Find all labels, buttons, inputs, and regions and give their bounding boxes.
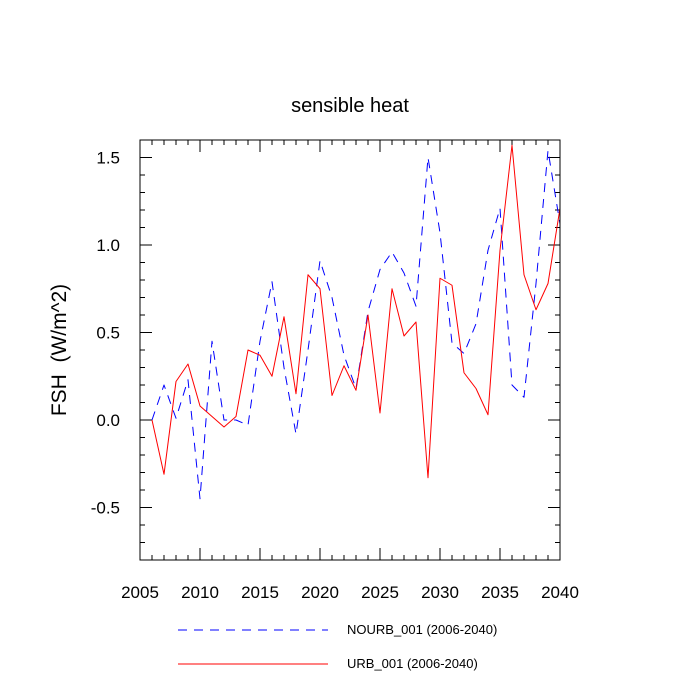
- y-tick-labels: -0.5 0.0 0.5 1.0 1.5: [91, 149, 120, 518]
- legend: NOURB_001 (2006-2040) URB_001 (2006-2040…: [178, 622, 497, 671]
- y-tick-label: 0.5: [96, 324, 120, 343]
- legend-label-nourb: NOURB_001 (2006-2040): [347, 622, 497, 637]
- y-tick-label: 0.0: [96, 411, 120, 430]
- x-tick-label: 2025: [361, 583, 399, 602]
- series-line-nourb: [151, 150, 561, 500]
- x-tick-labels: 2005 2010 2015 2020 2025 2030 2035 2040: [121, 583, 579, 602]
- series-line-urb: [151, 144, 561, 479]
- y-tick-label: 1.5: [96, 149, 120, 168]
- x-tick-label: 2035: [481, 583, 519, 602]
- y-axis-label: FSH (W/m^2): [48, 284, 71, 416]
- x-tick-label: 2005: [121, 583, 159, 602]
- legend-label-urb: URB_001 (2006-2040): [347, 656, 478, 671]
- chart-title: sensible heat: [291, 95, 409, 117]
- series-layer: [151, 144, 561, 500]
- plot-frame: [139, 139, 561, 561]
- x-tick-label: 2030: [421, 583, 459, 602]
- x-tick-label: 2015: [241, 583, 279, 602]
- x-tick-label: 2040: [541, 583, 579, 602]
- axis-ticks: [139, 139, 561, 561]
- y-tick-label: 1.0: [96, 236, 120, 255]
- x-tick-label: 2010: [181, 583, 219, 602]
- y-tick-label: -0.5: [91, 499, 120, 518]
- x-tick-label: 2020: [301, 583, 339, 602]
